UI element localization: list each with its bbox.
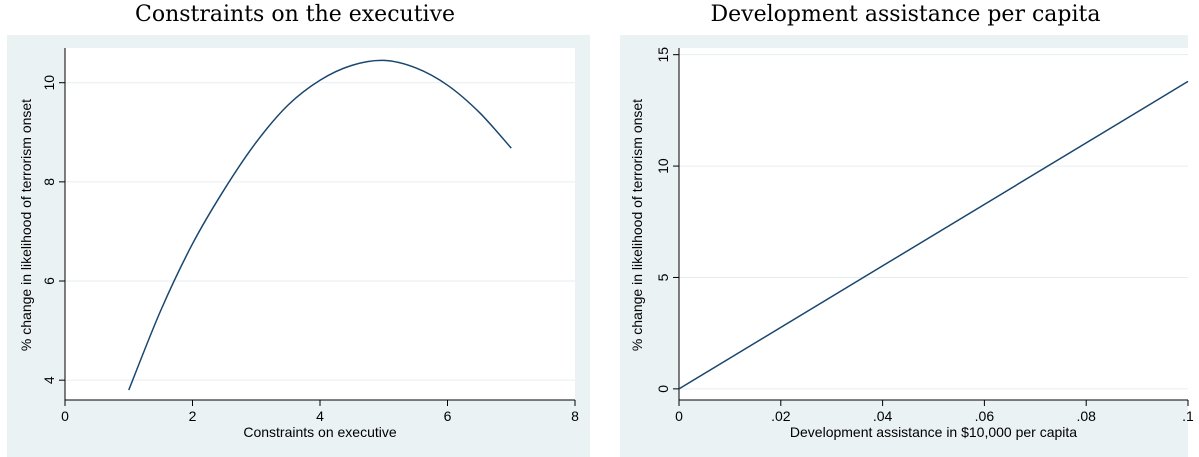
y-axis-title: % change in likelihood of terrorism onse… [629, 99, 645, 351]
y-tick-label: 0 [655, 385, 671, 393]
x-tick-label: .04 [873, 408, 893, 424]
y-tick-label: 10 [655, 158, 671, 174]
plot-area [65, 48, 575, 400]
line-chart-development-assistance: 0 5 10 15 0 .02 .04 .06 .08 .1 Development assista… [629, 47, 1194, 440]
line-chart-constraints: 4 6 8 10 0 2 4 6 8 Constraints on executive % chan… [18, 48, 579, 440]
x-tick-label: 0 [61, 408, 69, 424]
y-tick-label: 5 [655, 273, 671, 281]
plot-area [679, 48, 1188, 400]
x-tick-label: .1 [1182, 408, 1194, 424]
x-tick-label: .08 [1076, 408, 1096, 424]
x-tick-label: .02 [771, 408, 791, 424]
x-tick-label: 6 [444, 408, 452, 424]
chart-panel-constraints: Constraints on the executive 4 6 8 10 0 2 4 6 8 C… [0, 0, 590, 457]
x-tick-label: 2 [189, 408, 197, 424]
y-tick-label: 15 [655, 47, 671, 63]
chart-title: Constraints on the executive [134, 2, 456, 27]
x-tick-label: 4 [316, 408, 324, 424]
y-tick-label: 4 [41, 376, 57, 384]
x-tick-label: 8 [571, 408, 579, 424]
y-axis-title: % change in likelihood of terrorism onse… [18, 99, 34, 351]
x-tick-label: 0 [675, 408, 683, 424]
series-line [678, 80, 1189, 390]
series-line [128, 59, 512, 391]
y-tick-label: 6 [41, 277, 57, 285]
y-tick-label: 8 [41, 178, 57, 186]
x-tick-label: .06 [975, 408, 995, 424]
x-axis-title: Development assistance in $10,000 per ca… [790, 424, 1077, 440]
x-axis-title: Constraints on executive [243, 424, 397, 440]
y-tick-label: 10 [41, 75, 57, 91]
chart-panel-development-assistance: Development assistance per capita 0 5 10 15… [612, 0, 1199, 457]
chart-title: Development assistance per capita [710, 2, 1101, 27]
